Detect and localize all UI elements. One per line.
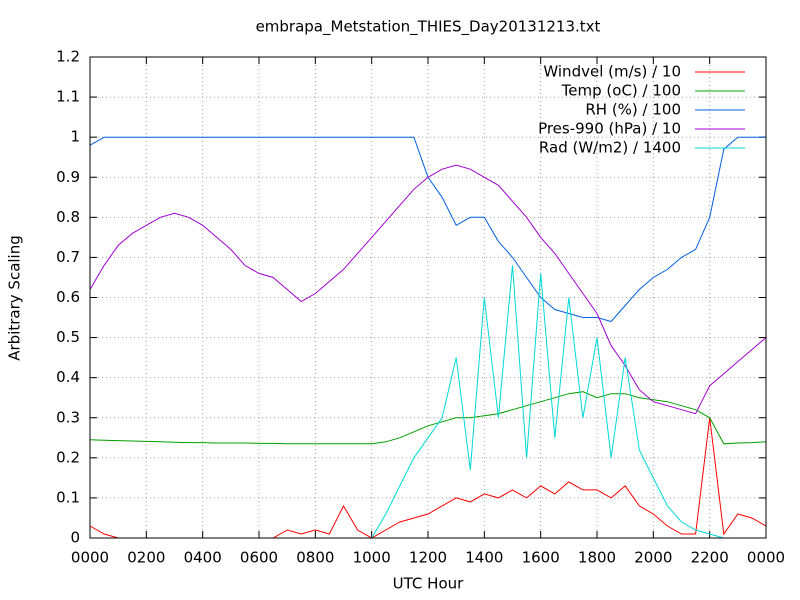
x-tick-label: 2200 xyxy=(691,549,729,567)
x-tick-label: 1200 xyxy=(409,549,447,567)
y-tick-label: 1.1 xyxy=(56,88,80,106)
y-tick-label: 0.8 xyxy=(56,208,80,226)
y-tick-label: 0.5 xyxy=(56,328,80,346)
legend-label: Temp (oC) / 100 xyxy=(561,82,681,100)
legend-label: Rad (W/m2) / 1400 xyxy=(539,139,681,157)
x-tick-label: 0200 xyxy=(127,549,165,567)
y-tick-label: 0.1 xyxy=(56,488,80,506)
y-tick-label: 0 xyxy=(70,529,80,547)
x-tick-label: 1000 xyxy=(353,549,391,567)
y-tick-label: 0.9 xyxy=(56,168,80,186)
y-tick-label: 0.2 xyxy=(56,448,80,466)
series-line xyxy=(89,391,767,445)
legend-label: RH (%) / 100 xyxy=(585,101,681,119)
x-tick-label: 0800 xyxy=(296,549,334,567)
x-axis-label: UTC Hour xyxy=(393,575,464,593)
x-tick-label: 1800 xyxy=(578,549,616,567)
legend-label: Pres-990 (hPa) / 10 xyxy=(538,120,681,138)
y-tick-label: 0.6 xyxy=(56,288,80,306)
y-tick-label: 0.4 xyxy=(56,368,80,386)
y-tick-label: 1.2 xyxy=(56,48,80,66)
x-tick-label: 0000 xyxy=(71,549,109,567)
x-tick-label: 1400 xyxy=(465,549,503,567)
plot-lines xyxy=(89,136,767,539)
x-tick-label: 2000 xyxy=(634,549,672,567)
chart-title: embrapa_Metstation_THIES_Day20131213.txt xyxy=(256,18,601,37)
x-tick-label: 0000 xyxy=(747,549,785,567)
legend-label: Windvel (m/s) / 10 xyxy=(543,63,681,81)
x-tick-label: 0400 xyxy=(184,549,222,567)
x-tick-label: 0600 xyxy=(240,549,278,567)
x-tick-label: 1600 xyxy=(522,549,560,567)
y-axis-label: Arbitrary Scaling xyxy=(6,235,24,361)
series-line xyxy=(89,164,767,415)
y-tick-label: 0.7 xyxy=(56,248,80,266)
y-tick-label: 1 xyxy=(70,128,80,146)
y-tick-label: 0.3 xyxy=(56,408,80,426)
plot-border xyxy=(89,56,767,539)
